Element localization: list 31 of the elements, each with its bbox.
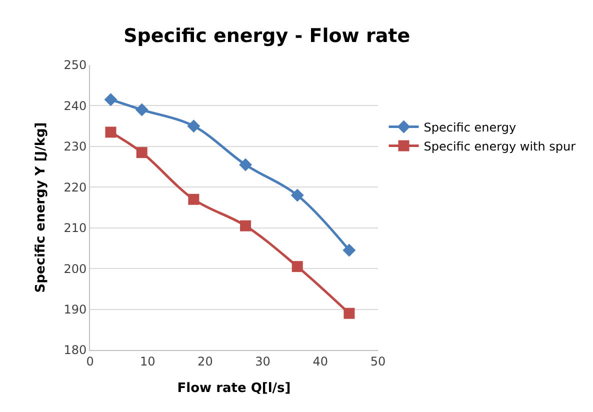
x-tick-label: 50	[370, 354, 386, 368]
x-tick-label: 10	[140, 354, 156, 368]
legend-label: Specific energy with spur	[424, 139, 576, 154]
point	[342, 244, 356, 257]
point	[239, 158, 252, 172]
y-tick-label: 240	[64, 98, 87, 113]
point	[292, 261, 303, 272]
y-tick-label: 220	[64, 180, 87, 194]
x-axis-title: Flow rate Q[l/s]	[177, 381, 291, 396]
point	[104, 93, 118, 106]
y-tick-label: 230	[64, 140, 87, 154]
x-tick-label: 30	[255, 354, 270, 368]
y-tick-label: 200	[64, 262, 87, 276]
chart-title: Specific energy - Flow rate	[124, 25, 410, 48]
x-tick-label: 20	[198, 354, 213, 368]
y-tick-label: 210	[64, 221, 87, 236]
y-tick-label: 250	[64, 58, 87, 72]
y-tick-label: 190	[64, 302, 87, 316]
point	[105, 126, 116, 138]
point	[290, 188, 304, 202]
point	[188, 194, 200, 205]
point	[344, 308, 355, 319]
point	[187, 120, 200, 133]
y-tick-label: 180	[64, 343, 87, 358]
point	[240, 220, 252, 232]
x-tick-label: 0	[86, 354, 94, 368]
legend-label: Specific energy	[424, 120, 516, 134]
point	[135, 103, 148, 116]
point	[136, 147, 148, 158]
x-tick-label: 40	[312, 354, 328, 368]
y-axis-title: Specific energy Y [J/kg]	[34, 122, 49, 293]
